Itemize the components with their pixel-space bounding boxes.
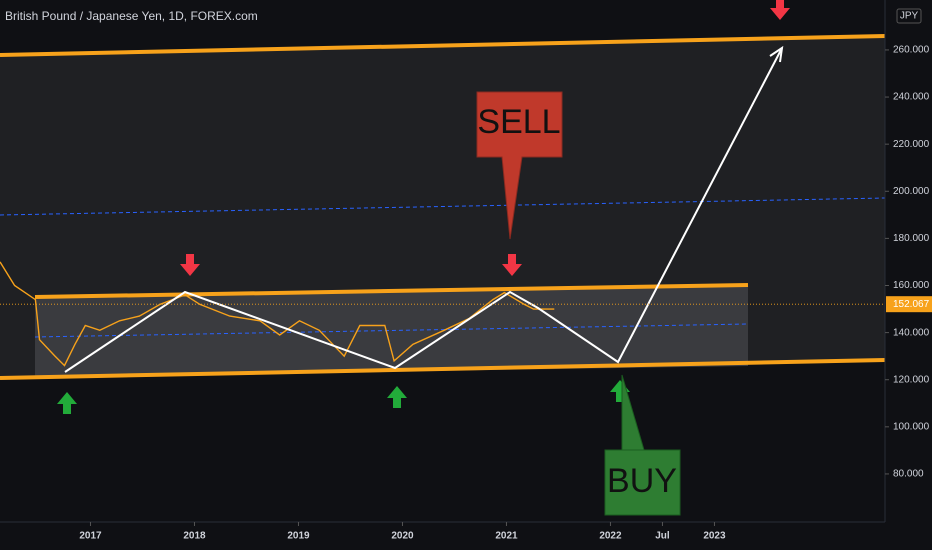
price-axis [885, 0, 932, 550]
channel-top [0, 34, 886, 57]
y-tick-label: 120.000 [893, 374, 930, 385]
currency-label: JPY [900, 11, 919, 22]
y-tick-label: 100.000 [893, 421, 930, 432]
currency-box [896, 8, 922, 24]
last-price-label: 152.067 [893, 299, 930, 310]
y-tick-label: 260.000 [893, 45, 930, 56]
channel-bottom [0, 358, 886, 380]
buy-label: BUY [607, 462, 677, 500]
inner-channel-area [35, 285, 748, 377]
y-tick-label: 220.000 [893, 139, 930, 150]
x-tick-label: 2017 [79, 531, 102, 542]
sell-label: SELL [477, 103, 560, 141]
y-tick-label: 160.000 [893, 280, 930, 291]
y-tick-label: 240.000 [893, 92, 930, 103]
sell-callout [476, 91, 563, 240]
y-tick-label: 200.000 [893, 186, 930, 197]
buy-callout [604, 374, 681, 516]
x-tick-label: 2021 [495, 531, 518, 542]
y-tick-label: 80.000 [893, 469, 924, 480]
x-tick-label: 2022 [599, 531, 622, 542]
y-tick-label: 140.000 [893, 327, 930, 338]
time-axis [0, 522, 932, 550]
sell-arrows [180, 0, 790, 276]
chart-title: British Pound / Japanese Yen, 1D, FOREX.… [5, 9, 258, 23]
inner-channel-top [34, 283, 749, 299]
x-tick-label: 2020 [391, 531, 414, 542]
x-tick-label: Jul [655, 531, 670, 542]
projection-path [64, 47, 783, 373]
x-tick-label: 2018 [183, 531, 206, 542]
x-tick-label: 2019 [287, 531, 310, 542]
x-tick-label: 2023 [703, 531, 726, 542]
last-price-box [886, 296, 932, 313]
projection-arrowhead [769, 45, 784, 63]
y-tick-label: 180.000 [893, 233, 930, 244]
buy-arrows [57, 380, 630, 414]
mid-line [0, 197, 886, 216]
